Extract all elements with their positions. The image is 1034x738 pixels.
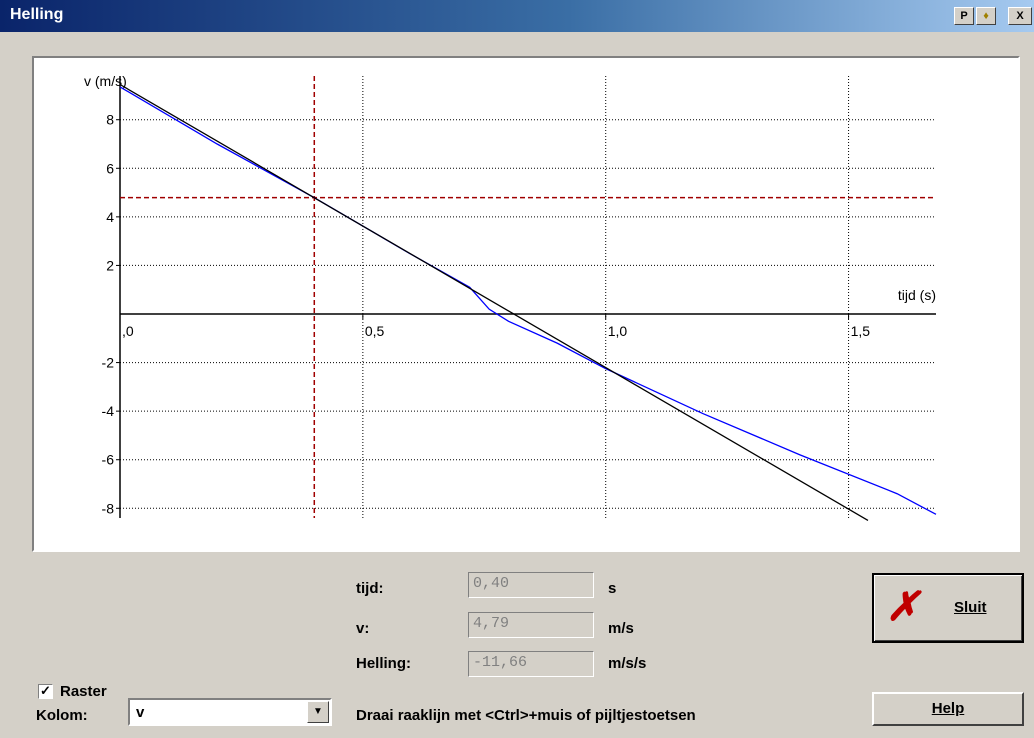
x-tick-label: 0,5: [365, 323, 385, 339]
help-label: Help: [931, 700, 965, 717]
raster-label[interactable]: Raster: [60, 683, 107, 700]
v-label: v:: [356, 620, 370, 637]
helling-unit: m/s/s: [608, 655, 647, 672]
kolom-value: v: [136, 704, 145, 721]
check-icon: ✓: [40, 683, 51, 698]
y-tick-label: -4: [102, 403, 115, 419]
chart-panel[interactable]: 8 6 4 2 -2 -4 -6 -8 ,0 0,5 1,0 1,5 v (m/s) tijd (s): [32, 56, 1020, 552]
tangent-line: [119, 83, 869, 521]
window-title: Helling: [10, 6, 64, 23]
hint-text: Draai raaklijn met <Ctrl>+muis of pijltj…: [356, 707, 696, 724]
y-tick-label: 4: [106, 209, 114, 225]
velocity-chart[interactable]: 8 6 4 2 -2 -4 -6 -8 ,0 0,5 1,0 1,5 v (m/s) tijd (s): [34, 58, 1018, 550]
tijd-unit: s: [608, 580, 617, 597]
helling-field: -11,66: [468, 651, 594, 677]
chevron-down-icon[interactable]: ▼: [307, 701, 329, 723]
sluit-button[interactable]: ✗ Sluit: [872, 573, 1024, 643]
tijd-field: 0,40: [468, 572, 594, 598]
x-tick-label: ,0: [122, 323, 134, 339]
print-button[interactable]: ♦: [976, 7, 996, 25]
x-tick-label: 1,5: [851, 323, 871, 339]
close-button[interactable]: X: [1008, 7, 1032, 25]
close-x-icon: ✗: [886, 585, 920, 629]
raster-checkbox[interactable]: ✓: [38, 684, 53, 699]
y-axis-label: v (m/s): [84, 73, 127, 89]
y-tick-label: -2: [102, 355, 115, 371]
x-axis-label: tijd (s): [898, 287, 936, 303]
v-unit: m/s: [608, 620, 634, 637]
y-tick-label: 8: [106, 112, 114, 128]
y-tick-label: -6: [102, 452, 115, 468]
y-tick-label: 2: [106, 257, 114, 273]
kolom-select[interactable]: v ▼: [128, 698, 332, 726]
y-tick-label: -8: [102, 500, 115, 516]
sluit-label: Sluit: [954, 599, 987, 616]
x-tick-label: 1,0: [608, 323, 628, 339]
tijd-label: tijd:: [356, 580, 384, 597]
title-bar: Helling P ♦ X: [0, 0, 1034, 32]
v-field: 4,79: [468, 612, 594, 638]
y-tick-label: 6: [106, 160, 114, 176]
help-button[interactable]: Help: [872, 692, 1024, 726]
helling-label: Helling:: [356, 655, 411, 672]
kolom-label: Kolom:: [36, 707, 88, 724]
pin-button[interactable]: P: [954, 7, 974, 25]
data-series-line: [119, 86, 937, 515]
